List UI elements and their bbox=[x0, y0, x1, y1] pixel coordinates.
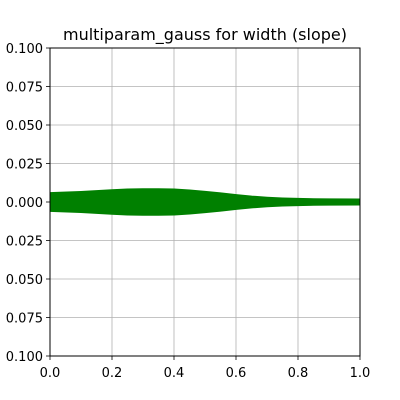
y-tick-label: 0.100 bbox=[6, 42, 43, 57]
y-tick-label: 0.100 bbox=[6, 350, 43, 365]
x-axis: 0.0 0.2 0.4 0.6 0.8 1.0 bbox=[40, 356, 371, 381]
x-tick-label: 0.0 bbox=[40, 366, 61, 381]
y-tick-label: 0.050 bbox=[6, 119, 43, 134]
x-tick-label: 0.4 bbox=[164, 366, 185, 381]
y-tick-label: 0.025 bbox=[6, 235, 43, 250]
series-line-6 bbox=[49, 199, 361, 207]
y-tick-label: 0.000 bbox=[6, 196, 43, 211]
plot-series bbox=[49, 188, 361, 216]
x-tick-label: 0.2 bbox=[102, 366, 123, 381]
x-tick-label: 0.6 bbox=[226, 366, 247, 381]
x-tick-label: 0.8 bbox=[288, 366, 309, 381]
y-axis: 0.100 0.075 0.050 0.025 0.000 0.025 0.050 0.075… bbox=[6, 42, 50, 365]
y-tick-label: 0.025 bbox=[6, 158, 43, 173]
chart-title: multiparam_gauss for width (slope) bbox=[63, 25, 347, 45]
y-tick-label: 0.075 bbox=[6, 81, 43, 96]
y-tick-label: 0.050 bbox=[6, 273, 43, 288]
y-tick-label: 0.075 bbox=[6, 312, 43, 327]
x-tick-label: 1.0 bbox=[350, 366, 371, 381]
